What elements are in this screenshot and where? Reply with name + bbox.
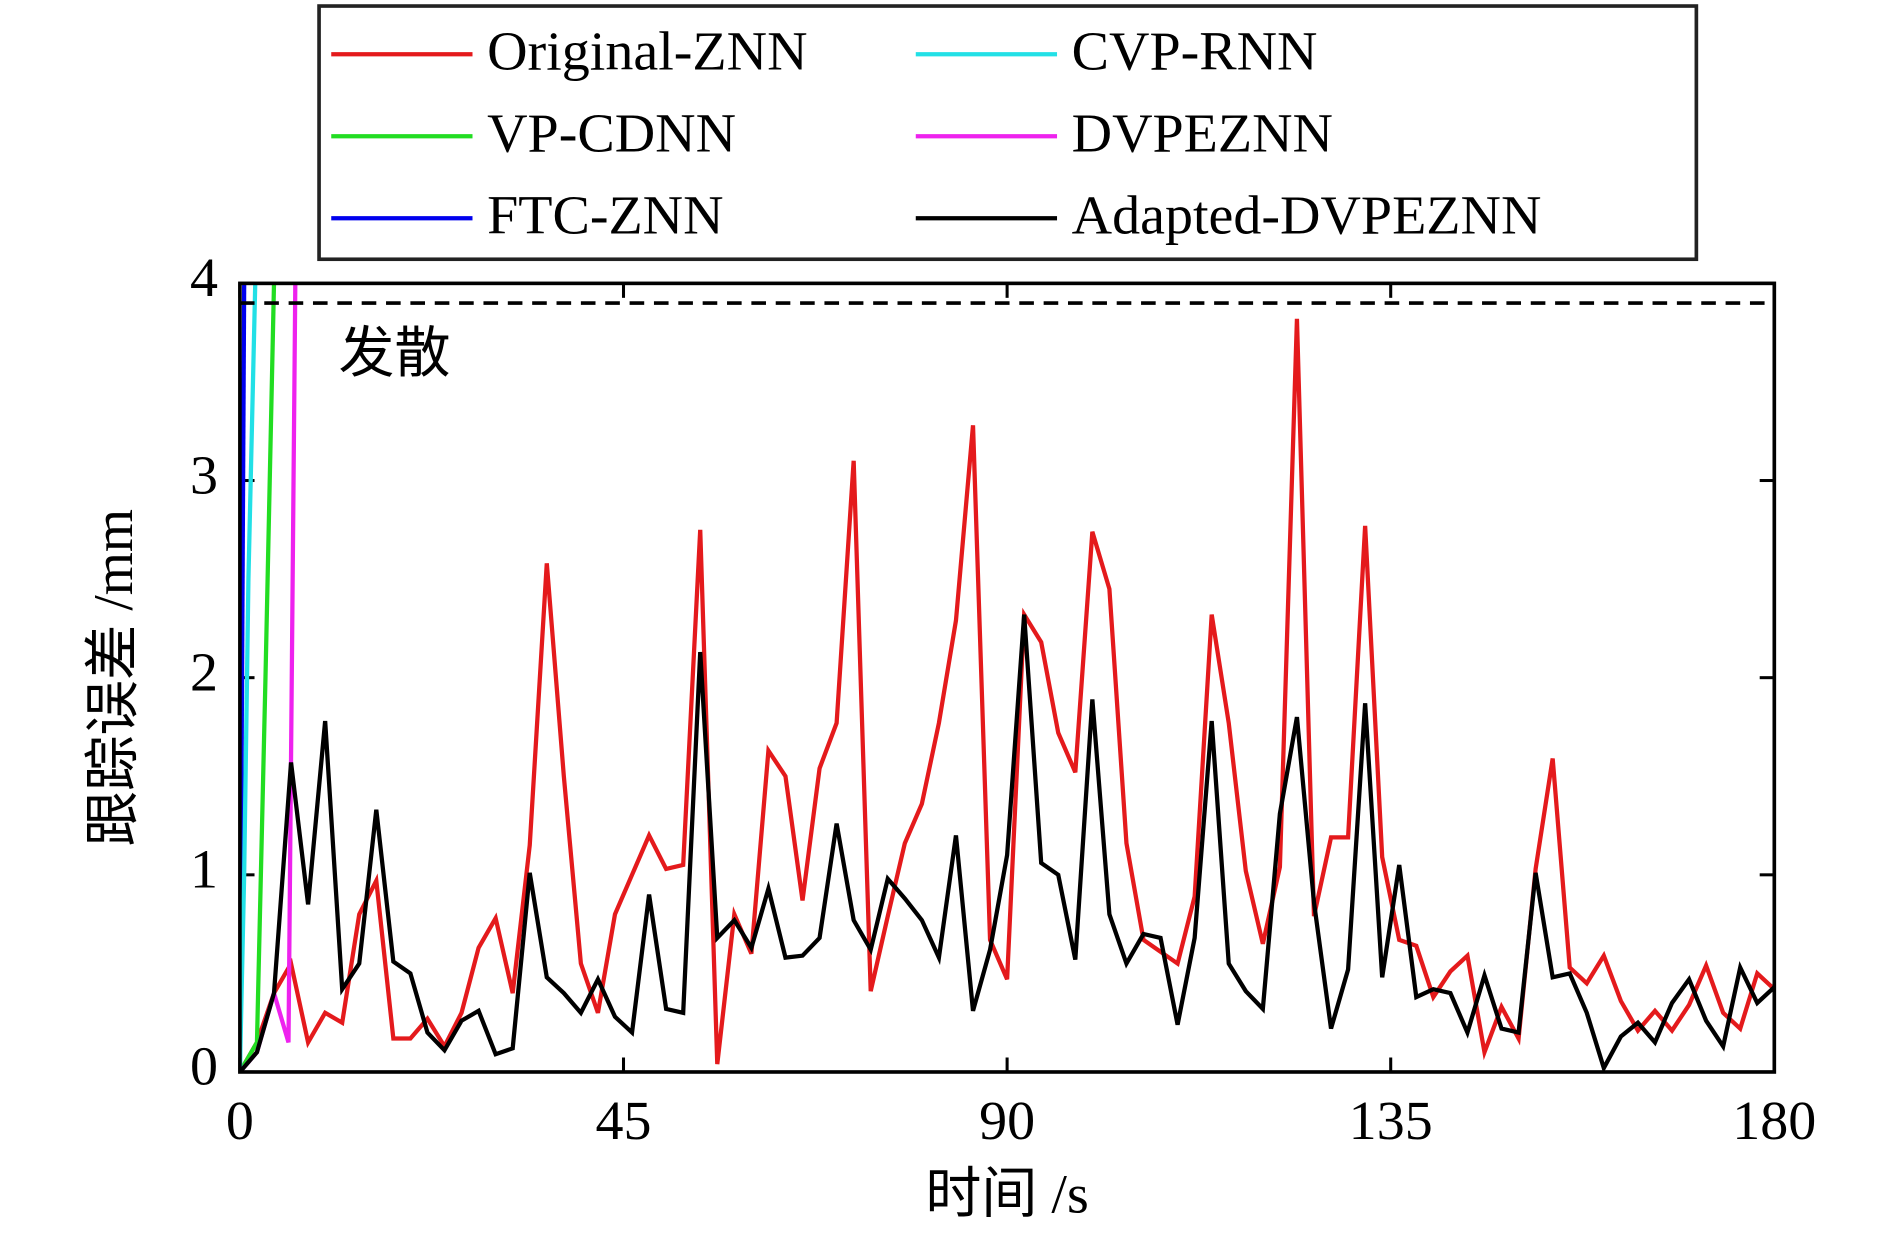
legend-label: FTC-ZNN — [487, 185, 723, 247]
y-tick-label: 0 — [190, 1036, 218, 1098]
plot-frame — [238, 281, 1777, 1074]
y-tick-label: 3 — [190, 444, 218, 506]
y-tick-label: 4 — [190, 247, 218, 309]
x-tick-label: 45 — [596, 1090, 652, 1152]
plot-lines — [239, 283, 1775, 1072]
series-line — [239, 283, 277, 1072]
legend-label: VP-CDNN — [487, 103, 736, 165]
x-tick-label: 0 — [226, 1090, 254, 1152]
series-line — [239, 318, 1775, 1072]
x-tick-label: 135 — [1349, 1090, 1433, 1152]
legend-label: DVPEZNN — [1072, 103, 1333, 165]
y-axis-label: 跟踪误差 /mm — [83, 509, 145, 846]
x-axis-label: 时间 /s — [925, 1164, 1088, 1226]
legend-label: Original-ZNN — [487, 21, 807, 83]
legend-label: CVP-RNN — [1072, 21, 1318, 83]
x-tick-label: 180 — [1732, 1090, 1816, 1152]
annotation: 发散 — [339, 323, 451, 385]
legend-label: Adapted-DVPEZNN — [1072, 185, 1542, 247]
series-line — [239, 283, 258, 1072]
series-line — [239, 614, 1775, 1072]
y-tick-label: 1 — [190, 839, 218, 901]
y-tick-label: 2 — [190, 642, 218, 704]
x-tick-label: 90 — [979, 1090, 1035, 1152]
